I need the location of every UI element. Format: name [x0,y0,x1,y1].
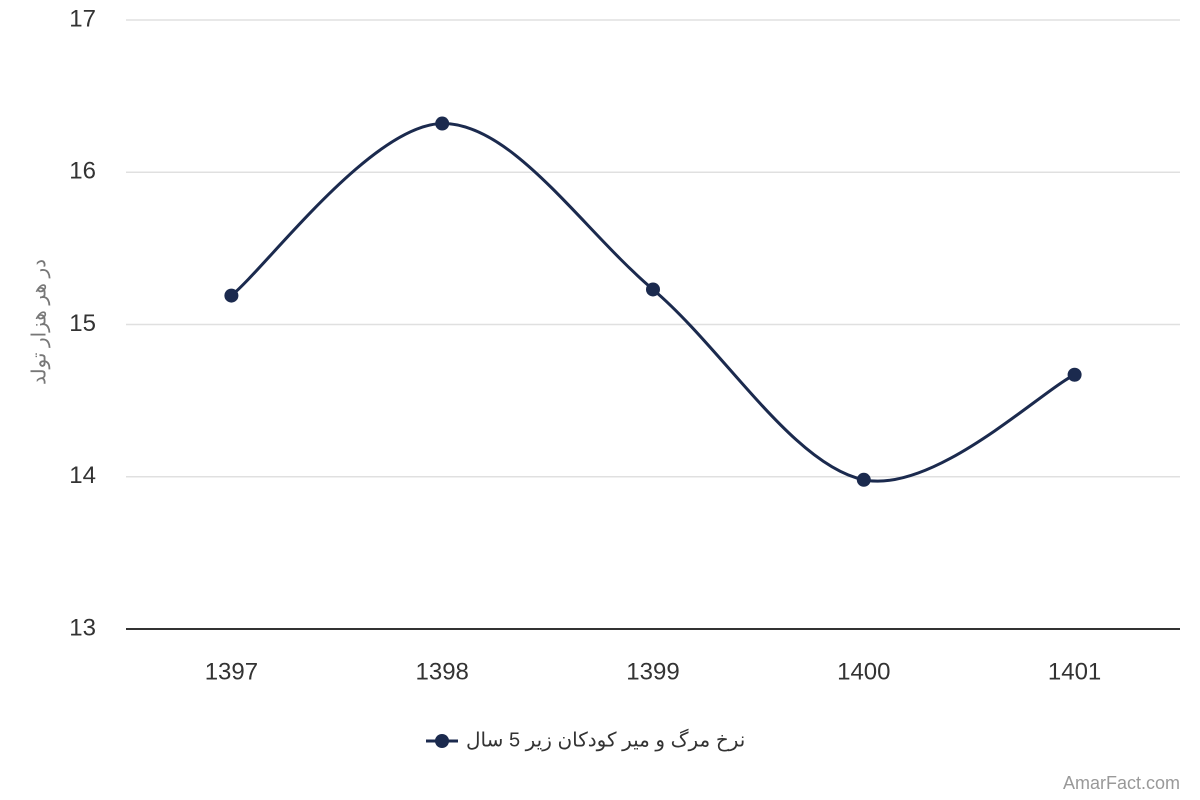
x-tick-label: 1398 [416,658,469,685]
y-tick-label: 15 [69,310,96,337]
x-tick-label: 1399 [626,658,679,685]
y-axis-label: در هر هزار تولد [28,259,50,385]
series-line [230,122,1076,483]
data-point [224,288,239,303]
legend-label: نرخ مرگ و میر کودکان زیر 5 سال [466,728,745,751]
y-tick-label: 13 [69,614,96,641]
watermark: AmarFact.com [1063,773,1180,793]
data-point [435,116,450,131]
x-tick-label: 1397 [205,658,258,685]
data-point [1067,367,1082,382]
y-tick-label: 16 [69,158,96,185]
x-tick-label: 1401 [1048,658,1101,685]
data-point [856,472,871,487]
x-tick-label: 1400 [837,658,890,685]
y-tick-label: 14 [69,462,96,489]
data-point [646,282,660,297]
legend-marker [435,734,449,748]
y-tick-label: 17 [69,5,96,32]
